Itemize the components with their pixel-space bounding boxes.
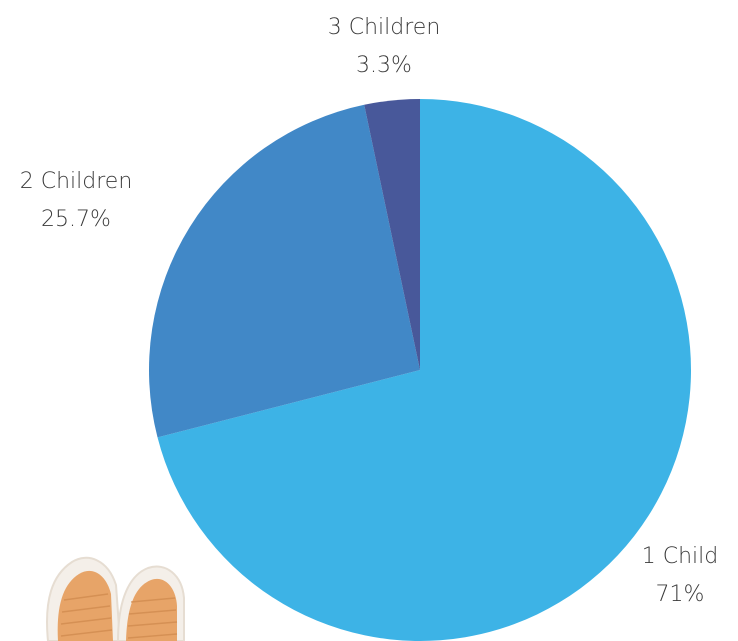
pie-slice-2-children [148,104,420,438]
slice-label-3-children: 3 Children [328,15,441,40]
pie-slice-1-child [157,99,691,641]
pie-labels: 1 Child 71% 2 Children 25.7% 3 Children … [20,15,719,607]
pie-slices [148,99,691,641]
pie-slice-3-children [364,99,420,370]
slice-label-2-children: 2 Children [20,169,133,194]
baby-shoes-icon [46,556,185,641]
slice-label-1-child: 1 Child [642,544,718,569]
slice-value-1-child: 71% [656,582,705,607]
slice-value-2-children: 25.7% [41,207,111,232]
slice-value-3-children: 3.3% [356,53,412,78]
